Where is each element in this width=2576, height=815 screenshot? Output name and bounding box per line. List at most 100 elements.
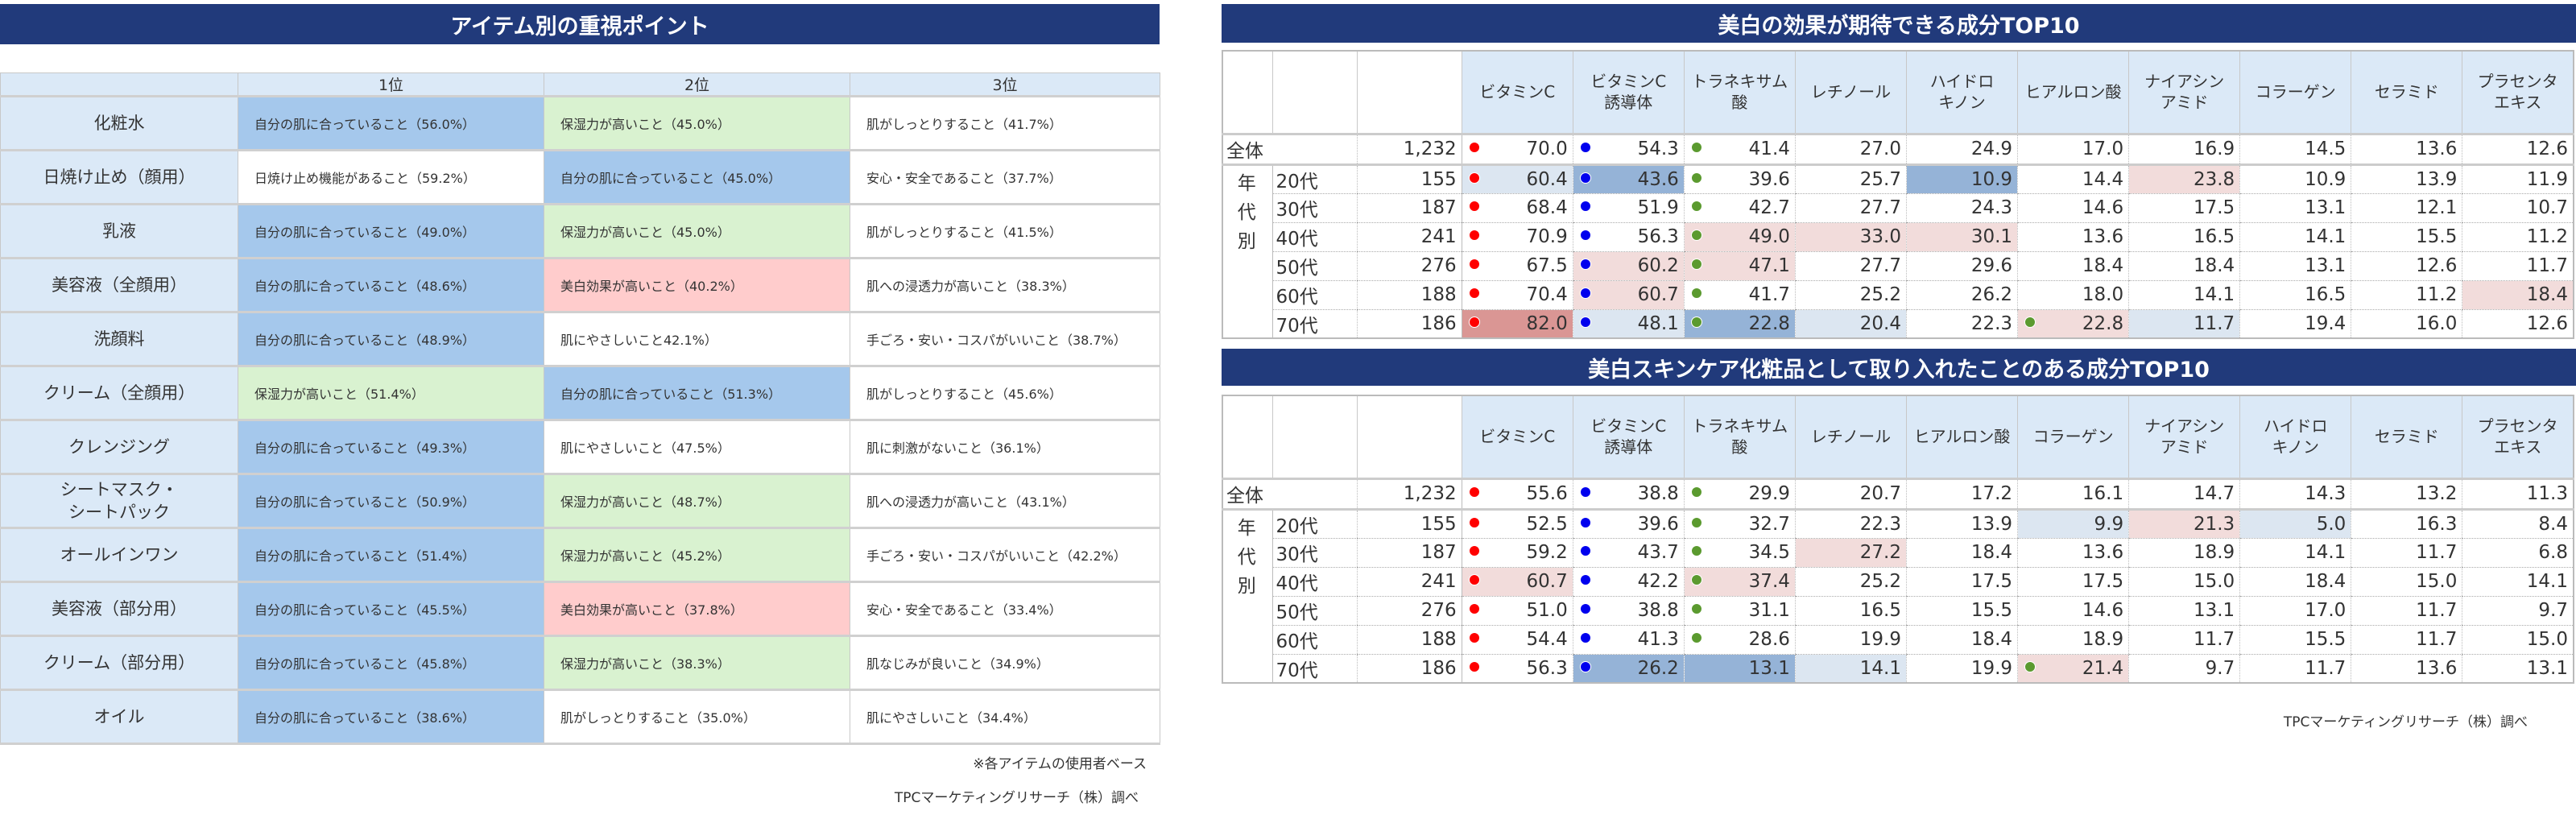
value-cell: 17.5 bbox=[1905, 567, 2018, 597]
value-cell: 10.9 bbox=[1905, 164, 2018, 194]
source-note-left: TPCマーケティングリサーチ（株）調べ bbox=[894, 790, 1139, 806]
value-cell: 47.1 bbox=[1683, 251, 1796, 281]
rank-dot-icon bbox=[1690, 486, 1702, 498]
value-cell: 16.5 bbox=[1794, 596, 1907, 626]
value-cell: 60.7 bbox=[1461, 567, 1573, 597]
age-row: 70代 186 56.3 26.2 13.1 14.1 19.9 21.4 9.7 11.7 13.… bbox=[1222, 654, 2574, 684]
rank-cell: 保湿力が高いこと（38.3%） bbox=[544, 635, 850, 691]
item-label: シートマスク・ シートパック bbox=[0, 474, 238, 529]
value-cell: 43.7 bbox=[1572, 538, 1685, 568]
base-note: ※各アイテムの使用者ベース bbox=[973, 756, 1147, 772]
row-label: 70代 bbox=[1271, 309, 1358, 339]
value-cell: 28.6 bbox=[1683, 625, 1796, 655]
ingredient-header: ナイアシン アミド bbox=[2128, 50, 2241, 135]
source-note-right: TPCマーケティングリサーチ（株）調べ bbox=[2283, 714, 2528, 730]
table-row: 化粧水 自分の肌に合っていること（56.0%） 保湿力が高いこと（45.0%） 肌がし… bbox=[0, 96, 1160, 151]
value-cell: 26.2 bbox=[1905, 280, 2018, 310]
table-row: オールインワン 自分の肌に合っていること（51.4%） 保湿力が高いこと（45.2%… bbox=[0, 527, 1160, 583]
value-cell: 23.8 bbox=[2128, 164, 2240, 194]
value-cell: 30.1 bbox=[1905, 222, 2018, 252]
value-cell: 11.7 bbox=[2351, 538, 2462, 568]
ingredient-header: プラセンタ エキス bbox=[2462, 395, 2574, 480]
value-cell: 25.2 bbox=[1794, 280, 1907, 310]
column-header: 1位 bbox=[238, 72, 544, 97]
value-cell: 26.2 bbox=[1572, 654, 1685, 684]
value-cell: 11.7 bbox=[2128, 625, 2240, 655]
column-header: 3位 bbox=[850, 72, 1160, 97]
rank-dot-icon bbox=[1468, 316, 1480, 328]
value-cell: 13.1 bbox=[2239, 193, 2351, 223]
sample-size: 187 bbox=[1356, 193, 1462, 223]
rank-dot-icon bbox=[1468, 258, 1480, 270]
value-cell: 82.0 bbox=[1461, 309, 1573, 339]
value-cell: 15.0 bbox=[2128, 567, 2240, 597]
table-row: クリーム（全顔用） 保湿力が高いこと（51.4%） 自分の肌に合っていること（51.… bbox=[0, 366, 1160, 421]
whitening-used-ingredients-table: ビタミンC ビタミンC 誘導体 トラネキサム 酸レチノール ヒアルロン酸 コラーゲン ナイ… bbox=[1222, 395, 2574, 684]
rank-cell: 美白効果が高いこと（40.2%） bbox=[544, 258, 850, 313]
value-cell: 18.9 bbox=[2017, 625, 2129, 655]
ingredient-header: トラネキサム 酸 bbox=[1683, 50, 1796, 135]
ingredient-header: ビタミンC bbox=[1461, 50, 1573, 135]
value-cell: 8.4 bbox=[2462, 509, 2574, 539]
column-header: 2位 bbox=[544, 72, 850, 97]
ingredient-header: セラミド bbox=[2351, 50, 2463, 135]
rank-dot-icon bbox=[2024, 660, 2036, 672]
rank-dot-icon bbox=[1579, 172, 1591, 184]
value-cell: 37.4 bbox=[1683, 567, 1796, 597]
ingredient-header: プラセンタ エキス bbox=[2462, 50, 2574, 135]
table-row: 日焼け止め（顔用） 日焼け止め機能があること（59.2%） 自分の肌に合っていること… bbox=[0, 150, 1160, 205]
sample-size: 186 bbox=[1356, 654, 1462, 684]
blank-header bbox=[1356, 395, 1462, 480]
value-cell: 39.6 bbox=[1683, 164, 1796, 194]
rank-dot-icon bbox=[1579, 258, 1591, 270]
row-label: 40代 bbox=[1271, 567, 1358, 597]
value-cell: 70.9 bbox=[1461, 222, 1573, 252]
value-cell: 17.2 bbox=[1905, 478, 2018, 511]
rank-dot-icon bbox=[1468, 602, 1480, 614]
value-cell: 31.1 bbox=[1683, 596, 1796, 626]
value-cell: 54.4 bbox=[1461, 625, 1573, 655]
ingredient-header: コラーゲン bbox=[2017, 395, 2130, 480]
total-row: 全体 1,232 55.6 38.8 29.9 20.7 17.2 16.1 14.7 14.3 1… bbox=[1222, 478, 2574, 511]
value-cell: 42.7 bbox=[1683, 193, 1796, 223]
value-cell: 34.5 bbox=[1683, 538, 1796, 568]
value-cell: 48.1 bbox=[1572, 309, 1685, 339]
value-cell: 56.3 bbox=[1572, 222, 1685, 252]
table-row: 美容液（全顔用） 自分の肌に合っていること（48.6%） 美白効果が高いこと（40.… bbox=[0, 258, 1160, 313]
value-cell: 22.8 bbox=[2017, 309, 2129, 339]
value-cell: 18.0 bbox=[2017, 280, 2129, 310]
table2-title: 美白スキンケア化粧品として取り入れたことのある成分TOP10 bbox=[1222, 349, 2576, 386]
value-cell: 24.3 bbox=[1905, 193, 2018, 223]
value-cell: 29.6 bbox=[1905, 251, 2018, 281]
value-cell: 27.0 bbox=[1794, 134, 1907, 166]
value-cell: 16.5 bbox=[2128, 222, 2240, 252]
blank-header bbox=[1222, 395, 1273, 480]
value-cell: 11.9 bbox=[2462, 164, 2574, 194]
value-cell: 11.7 bbox=[2351, 625, 2462, 655]
value-cell: 9.7 bbox=[2462, 596, 2574, 626]
ingredient-header: ビタミンC bbox=[1461, 395, 1573, 480]
table-row: クレンジング 自分の肌に合っていること（49.3%） 肌にやさしいこと（47.5%）… bbox=[0, 420, 1160, 475]
item-label: クリーム（部分用） bbox=[0, 635, 238, 691]
rank-dot-icon bbox=[1579, 660, 1591, 672]
age-group-label: 年 代 別 bbox=[1222, 164, 1273, 339]
value-cell: 17.0 bbox=[2017, 134, 2129, 166]
value-cell: 13.6 bbox=[2351, 654, 2462, 684]
rank-cell: 自分の肌に合っていること（45.5%） bbox=[238, 581, 544, 637]
age-row: 年 代 別 20代 155 60.4 43.6 39.6 25.7 10.9 14.4 23.8 1… bbox=[1222, 164, 2574, 339]
rank-dot-icon bbox=[1468, 573, 1480, 585]
rank-dot-icon bbox=[1468, 631, 1480, 643]
value-cell: 11.7 bbox=[2351, 596, 2462, 626]
value-cell: 11.7 bbox=[2239, 654, 2351, 684]
value-cell: 19.9 bbox=[1905, 654, 2018, 684]
rank-dot-icon bbox=[1579, 229, 1591, 241]
value-cell: 14.7 bbox=[2128, 478, 2240, 511]
rank-cell: 美白効果が高いこと（37.8%） bbox=[544, 581, 850, 637]
value-cell: 59.2 bbox=[1461, 538, 1573, 568]
ingredient-header: コラーゲン bbox=[2239, 50, 2352, 135]
value-cell: 18.4 bbox=[1905, 625, 2018, 655]
rank-dot-icon bbox=[1468, 516, 1480, 528]
value-cell: 9.9 bbox=[2017, 509, 2129, 539]
sample-size: 186 bbox=[1356, 309, 1462, 339]
row-label: 50代 bbox=[1271, 251, 1358, 281]
